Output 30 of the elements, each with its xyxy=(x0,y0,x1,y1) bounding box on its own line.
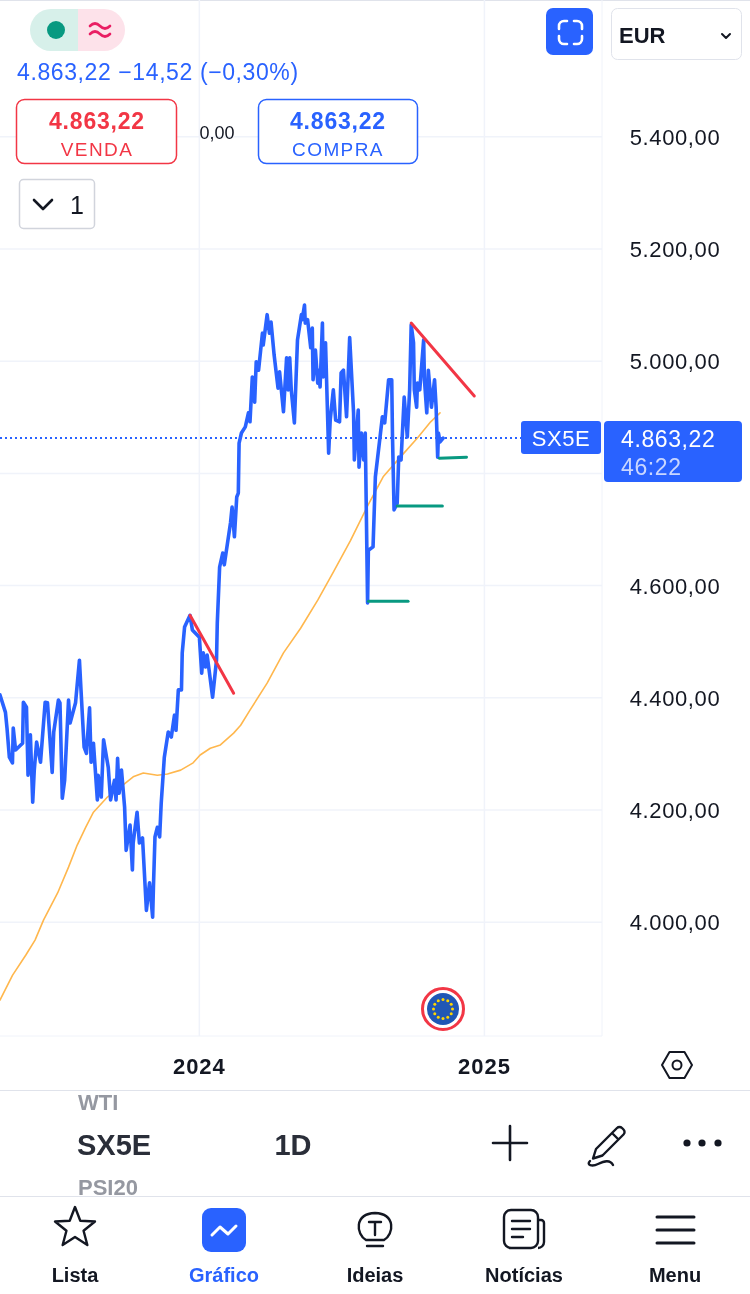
text: Menu xyxy=(648,1264,702,1286)
x-tick-label: 2025 xyxy=(457,1054,511,1079)
text: 46:22 xyxy=(621,453,682,480)
annotation: 1 xyxy=(70,191,84,219)
annotation: VENDA xyxy=(60,139,134,160)
x-tick-label: 2024 xyxy=(172,1054,226,1079)
text: Lista xyxy=(51,1264,100,1286)
annotation: 4.863,22 xyxy=(49,108,145,134)
text: Gráfico xyxy=(188,1264,260,1286)
ref-line-label: SX5E xyxy=(531,425,591,451)
text: PSI20 xyxy=(78,1175,138,1200)
text: SX5E xyxy=(77,1129,152,1161)
text: Notícias xyxy=(485,1264,563,1286)
text: WTI xyxy=(78,1090,119,1115)
text: 1D xyxy=(274,1129,312,1161)
y-tick-label: 4.200,00 xyxy=(629,797,721,823)
y-tick-label: 5.400,00 xyxy=(629,124,721,150)
y-tick-label: 4.400,00 xyxy=(629,685,721,711)
text: EUR xyxy=(619,23,666,48)
line-series xyxy=(0,412,441,1001)
annotation: 4.863,22 −14,52 (−0,30%) xyxy=(17,59,299,85)
annotation: COMPRA xyxy=(292,139,384,160)
text: 4.863,22 xyxy=(621,425,716,452)
y-tick-label: 4.000,00 xyxy=(629,910,721,936)
annotation: 4.863,22 xyxy=(290,108,386,134)
text: Ideias xyxy=(346,1264,404,1286)
annotation: 0,00 xyxy=(199,123,235,143)
y-tick-label: 5.000,00 xyxy=(629,349,721,375)
y-tick-label: 5.200,00 xyxy=(629,237,721,263)
y-tick-label: 4.600,00 xyxy=(629,573,721,599)
